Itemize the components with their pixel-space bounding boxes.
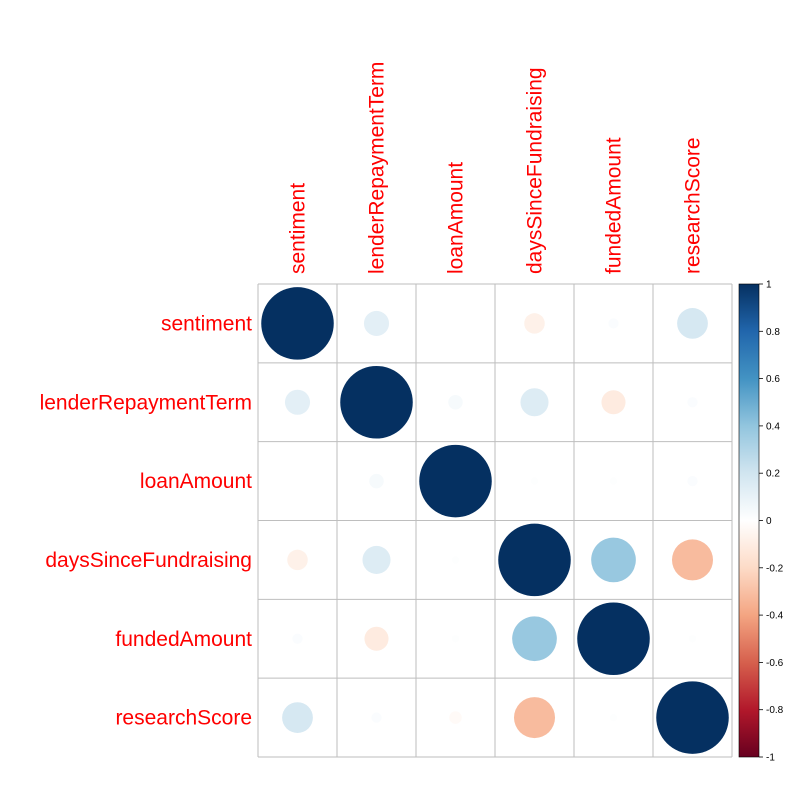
corr-circle-sentiment-daysSinceFundraising (524, 313, 545, 334)
row-labels: sentiment lenderRepaymentTerm loanAmount da… (40, 312, 253, 729)
corr-circle-fundedAmount-fundedAmount (577, 602, 650, 676)
corr-circle-lenderRepaymentTerm-daysSinceFundraising (520, 388, 549, 417)
col-label-researchScore: researchScore (682, 137, 705, 274)
colorbar-tick-label: 0.2 (766, 469, 780, 480)
row-label-daysSinceFundraising: daysSinceFundraising (45, 549, 252, 572)
corr-circle-loanAmount-lenderRepaymentTerm (369, 473, 384, 489)
corr-circle-lenderRepaymentTerm-loanAmount (448, 395, 463, 410)
corr-circle-fundedAmount-researchScore (688, 635, 697, 643)
colorbar-tick-label: -0.8 (766, 705, 784, 716)
corr-circle-lenderRepaymentTerm-researchScore (687, 397, 698, 408)
colorbar: -1 -0.8 -0.6 -0.4 -0.2 0 0.2 0.4 0.6 0.8 1 (738, 280, 784, 764)
row-label-researchScore: researchScore (115, 707, 252, 730)
corr-circle-daysSinceFundraising-researchScore (671, 539, 714, 581)
corr-circle-daysSinceFundraising-sentiment (287, 549, 308, 571)
col-label-lenderRepaymentTerm: lenderRepaymentTerm (366, 62, 389, 274)
corr-circle-researchScore-fundedAmount (609, 713, 618, 722)
corr-circle-researchScore-sentiment (282, 702, 313, 733)
colorbar-tick-label: 0.6 (766, 374, 780, 385)
column-labels: sentiment lenderRepaymentTerm loanAmount da… (287, 62, 705, 274)
corr-circle-researchScore-loanAmount (449, 711, 462, 724)
corr-circle-loanAmount-daysSinceFundraising (530, 477, 539, 485)
corr-circle-fundedAmount-sentiment (292, 633, 303, 644)
corr-circle-sentiment-lenderRepaymentTerm (363, 310, 390, 336)
row-label-fundedAmount: fundedAmount (115, 628, 252, 651)
row-label-lenderRepaymentTerm: lenderRepaymentTerm (40, 391, 252, 414)
row-label-sentiment: sentiment (161, 312, 252, 335)
corr-circle-lenderRepaymentTerm-sentiment (284, 389, 311, 415)
colorbar-tick-label: -0.2 (766, 563, 784, 574)
col-label-sentiment: sentiment (287, 183, 310, 274)
corr-circle-researchScore-daysSinceFundraising (513, 697, 556, 739)
colorbar-tick-label: 0 (766, 516, 772, 527)
corr-circle-lenderRepaymentTerm-fundedAmount (601, 390, 626, 415)
colorbar-tick-label: -0.6 (766, 658, 784, 669)
corr-circle-loanAmount-loanAmount (419, 444, 492, 518)
corr-circle-researchScore-lenderRepaymentTerm (371, 712, 382, 723)
col-label-loanAmount: loanAmount (445, 162, 468, 274)
corr-circle-loanAmount-researchScore (687, 475, 698, 487)
colorbar-gradient (738, 283, 760, 758)
row-label-loanAmount: loanAmount (140, 470, 252, 493)
corr-circle-researchScore-researchScore (656, 681, 729, 754)
colorbar-tick-label: 0.4 (766, 421, 780, 432)
correlation-circles (261, 287, 729, 754)
colorbar-tick-label: 0.8 (766, 327, 780, 338)
corr-circle-sentiment-sentiment (261, 287, 334, 360)
corr-circle-lenderRepaymentTerm-lenderRepaymentTerm (340, 365, 413, 439)
corr-circle-daysSinceFundraising-lenderRepaymentTerm (362, 545, 391, 574)
corr-circle-fundedAmount-daysSinceFundraising (512, 616, 557, 662)
corr-circle-daysSinceFundraising-fundedAmount (591, 537, 636, 583)
corr-circle-daysSinceFundraising-daysSinceFundraising (498, 523, 571, 597)
corr-circle-sentiment-researchScore (677, 308, 708, 339)
matrix-grid (257, 283, 733, 758)
corr-circle-loanAmount-fundedAmount (609, 477, 618, 485)
colorbar-tick-label: 1 (766, 280, 772, 291)
corr-circle-sentiment-fundedAmount (608, 318, 619, 329)
colorbar-tick-label: -1 (766, 753, 775, 764)
col-label-fundedAmount: fundedAmount (603, 137, 626, 274)
col-label-daysSinceFundraising: daysSinceFundraising (524, 67, 547, 274)
colorbar-tick-label: -0.4 (766, 611, 784, 622)
corr-circle-fundedAmount-lenderRepaymentTerm (364, 626, 389, 651)
corr-circle-daysSinceFundraising-loanAmount (451, 556, 460, 564)
corr-circle-fundedAmount-loanAmount (451, 635, 460, 643)
